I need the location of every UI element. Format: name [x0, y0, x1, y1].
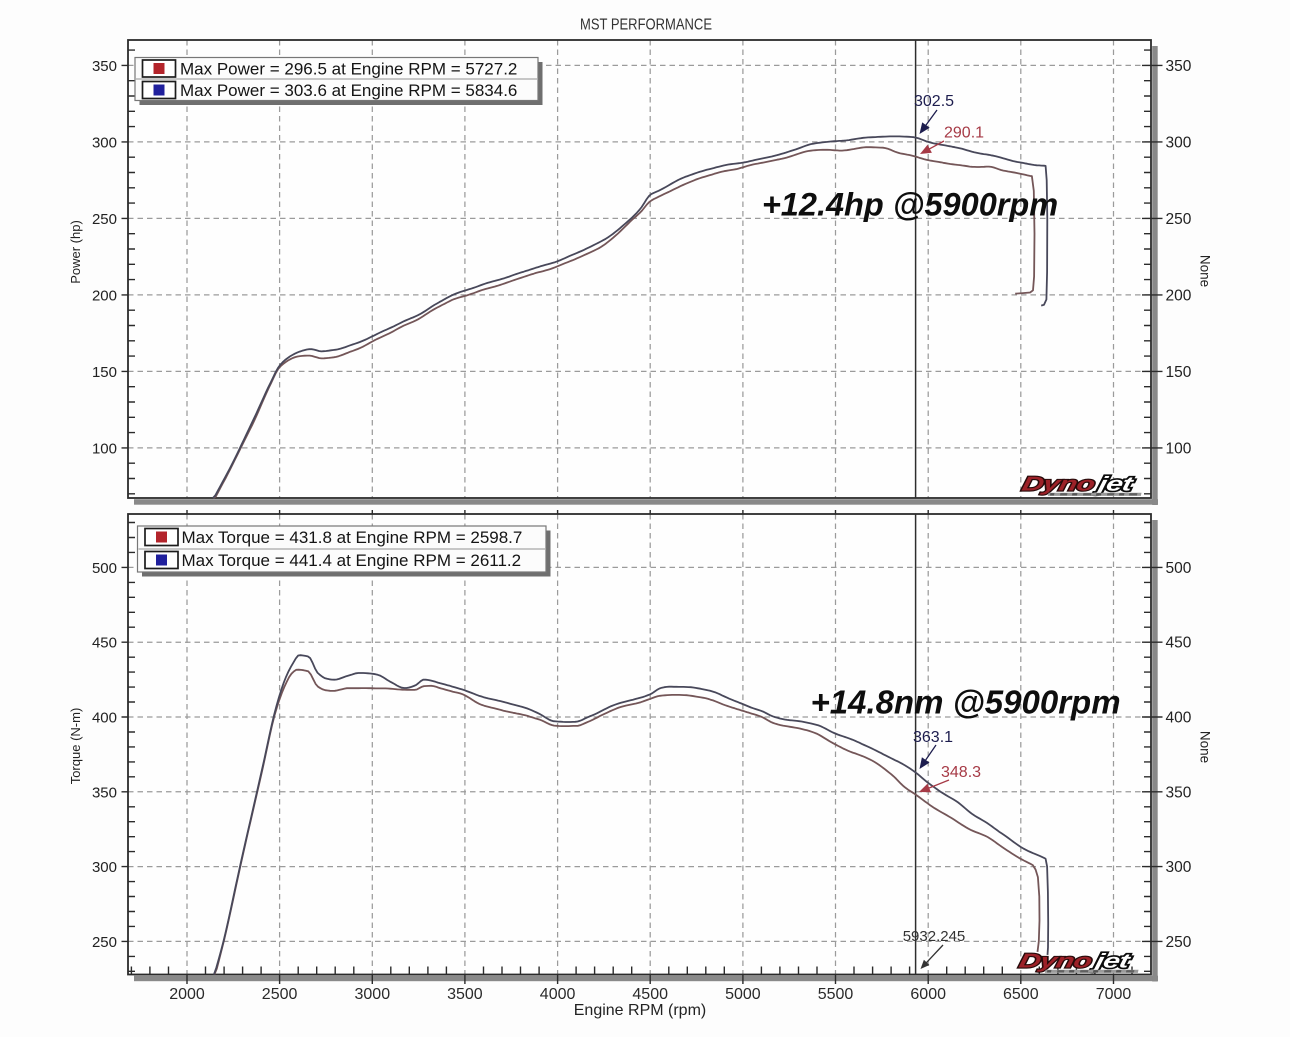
svg-text:jet: jet [1090, 950, 1133, 972]
svg-text:Torque (N-m): Torque (N-m) [68, 708, 83, 785]
svg-text:Dyno: Dyno [1020, 473, 1097, 495]
svg-text:300: 300 [92, 859, 117, 876]
svg-text:350: 350 [1166, 58, 1192, 75]
svg-text:3500: 3500 [447, 986, 483, 1003]
svg-text:jet: jet [1093, 473, 1136, 495]
svg-text:150: 150 [1166, 364, 1192, 381]
svg-text:5000: 5000 [725, 986, 761, 1003]
svg-text:300: 300 [1166, 134, 1192, 151]
svg-text:348.3: 348.3 [941, 764, 981, 781]
svg-text:Power (hp): Power (hp) [68, 220, 83, 284]
svg-text:2500: 2500 [262, 986, 298, 1003]
svg-text:400: 400 [92, 710, 117, 727]
svg-text:4500: 4500 [632, 986, 668, 1003]
svg-text:None: None [1198, 731, 1213, 763]
svg-text:2000: 2000 [169, 986, 205, 1003]
svg-text:250: 250 [1166, 934, 1192, 951]
svg-text:Max Torque = 431.8 at Engine R: Max Torque = 431.8 at Engine RPM = 2598.… [182, 528, 523, 547]
svg-text:5932.245: 5932.245 [903, 928, 966, 945]
svg-text:100: 100 [92, 440, 117, 457]
svg-text:363.1: 363.1 [913, 729, 953, 746]
svg-text:6000: 6000 [910, 986, 946, 1003]
svg-text:4000: 4000 [540, 986, 576, 1003]
svg-text:6500: 6500 [1003, 986, 1039, 1003]
svg-text:350: 350 [92, 784, 117, 801]
svg-text:100: 100 [1166, 440, 1192, 457]
svg-text:350: 350 [92, 58, 117, 75]
svg-text:+14.8nm @5900rpm: +14.8nm @5900rpm [810, 684, 1120, 721]
svg-text:400: 400 [1166, 710, 1192, 727]
svg-text:450: 450 [1166, 635, 1192, 652]
svg-text:250: 250 [1166, 211, 1192, 228]
svg-text:200: 200 [1166, 287, 1192, 304]
svg-text:302.5: 302.5 [914, 93, 954, 110]
svg-text:+12.4hp @5900rpm: +12.4hp @5900rpm [762, 187, 1058, 223]
svg-text:450: 450 [92, 635, 117, 652]
svg-text:Max Power = 296.5 at Engine RP: Max Power = 296.5 at Engine RPM = 5727.2 [180, 60, 517, 79]
svg-text:150: 150 [92, 364, 117, 381]
svg-text:300: 300 [92, 134, 117, 151]
svg-text:300: 300 [1166, 859, 1192, 876]
svg-text:5500: 5500 [818, 986, 854, 1003]
svg-text:7000: 7000 [1096, 986, 1132, 1003]
svg-text:Max Power = 303.6 at Engine RP: Max Power = 303.6 at Engine RPM = 5834.6 [180, 81, 517, 100]
svg-text:250: 250 [92, 211, 117, 228]
svg-text:500: 500 [1166, 560, 1192, 577]
svg-text:500: 500 [92, 560, 117, 577]
svg-text:Max Torque = 441.4 at Engine R: Max Torque = 441.4 at Engine RPM = 2611.… [182, 551, 522, 570]
svg-text:250: 250 [92, 934, 117, 951]
svg-text:MST PERFORMANCE: MST PERFORMANCE [580, 17, 712, 34]
svg-text:Dyno: Dyno [1017, 950, 1094, 972]
svg-text:200: 200 [92, 287, 117, 304]
svg-text:None: None [1198, 255, 1213, 287]
svg-text:290.1: 290.1 [944, 125, 984, 142]
svg-text:350: 350 [1166, 784, 1192, 801]
svg-text:3000: 3000 [355, 986, 391, 1003]
svg-text:Engine RPM (rpm): Engine RPM (rpm) [574, 1002, 706, 1019]
